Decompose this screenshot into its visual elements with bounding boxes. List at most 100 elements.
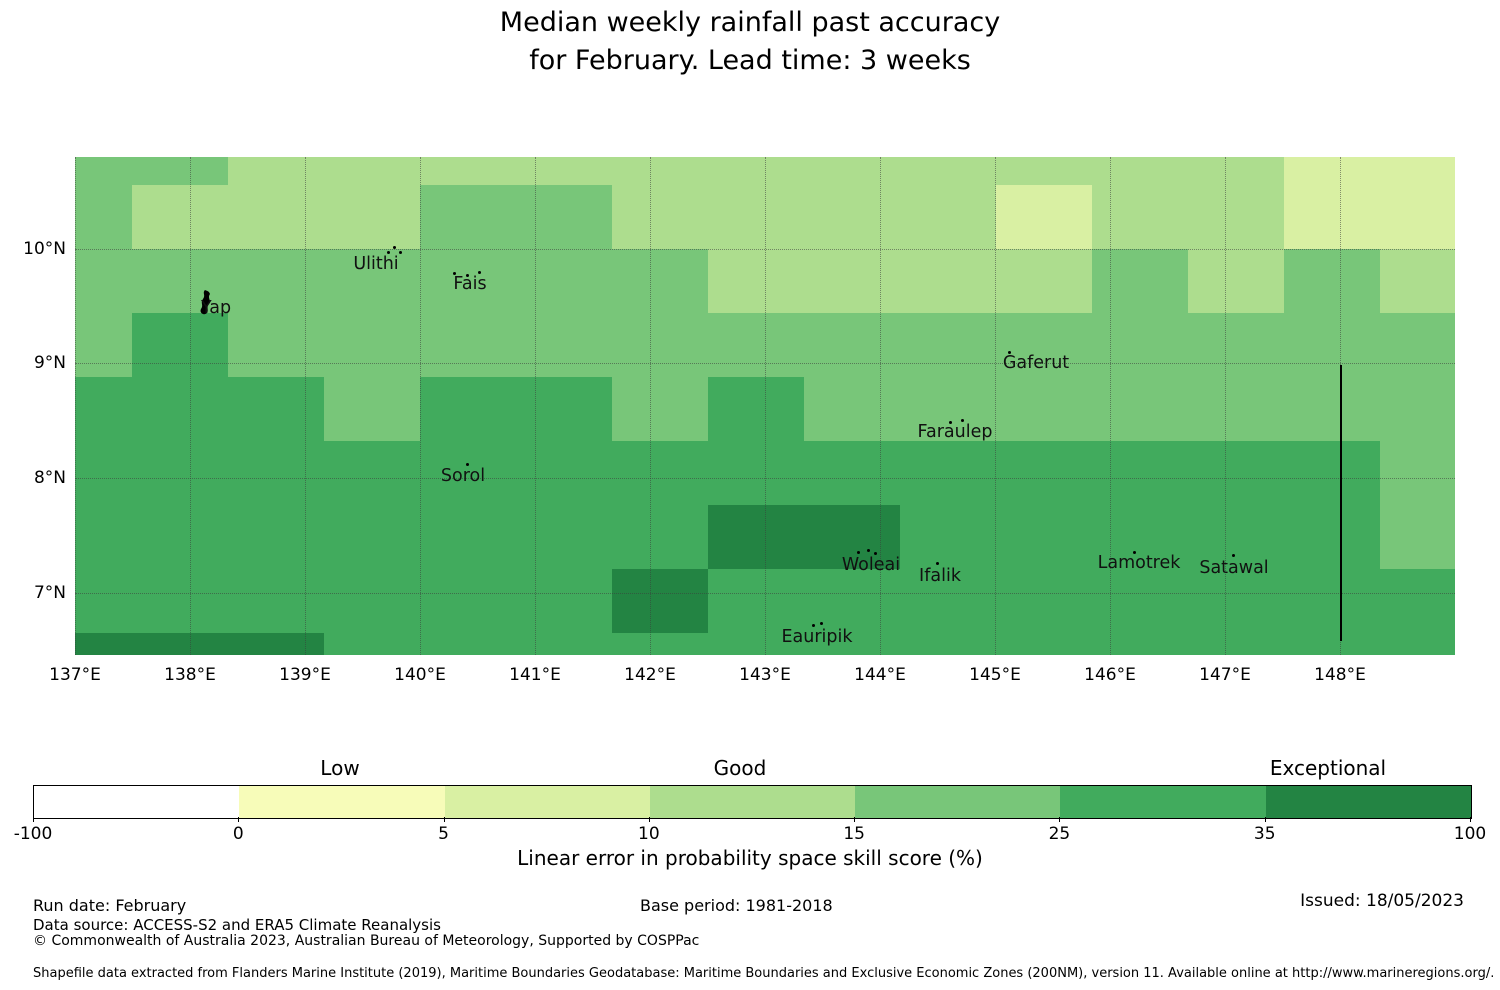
map-cell [420,569,516,633]
colorbar-tick [443,817,445,822]
map-cell [612,505,708,569]
map-cell [324,377,420,441]
map-cell [612,185,708,249]
island-label: Eauripik [781,627,853,647]
y-tick-label: 7°N [33,583,66,603]
colorbar-segment [444,786,650,818]
map-cell [708,185,804,249]
island-marker-dot [812,624,815,627]
map-cell [420,249,516,313]
footer-base-period: Base period: 1981-2018 [640,896,833,915]
map-cell [324,505,420,569]
map-cell [420,185,516,249]
map-cell [228,157,324,185]
map-cell [75,377,132,441]
colorbar-tick-label: 35 [1253,824,1276,844]
map-cell [996,633,1092,655]
map-cell [516,157,612,185]
colorbar-tick [648,817,650,822]
map-cell [612,569,708,633]
map-cell [75,185,132,249]
map-cell [420,505,516,569]
map-cell [324,633,420,655]
colorbar-tick-label: 10 [638,824,660,844]
grid-line-vertical [1225,157,1226,655]
map-cell [228,633,324,655]
grid-line-vertical [75,157,76,655]
map-cell [75,633,132,655]
island-marker-dot [1008,351,1011,354]
map-cell [516,569,612,633]
map-cell [516,377,612,441]
map-cell [612,441,708,505]
island-marker-dot [820,622,823,625]
map-cell [900,249,996,313]
map-cell [708,249,804,313]
map-cell [324,249,420,313]
map-cell [1092,313,1188,377]
grid-line-vertical [765,157,766,655]
map-cell [612,313,708,377]
map-cell [420,633,516,655]
grid-line-vertical [190,157,191,655]
map-cell [900,441,996,505]
x-tick-label: 148°E [1314,665,1366,685]
map-cell [804,441,900,505]
island-marker-dot [1133,551,1136,554]
map-cell [708,377,804,441]
grid-line-vertical [1110,157,1111,655]
map-cell [996,505,1092,569]
map-cell [75,505,132,569]
colorbar-tick-label: 100 [1453,824,1487,844]
colorbar-segment [1060,786,1266,818]
map-cell [1380,157,1455,185]
map-cell [612,377,708,441]
map-cell [1284,569,1380,633]
x-tick-label: 142°E [624,665,676,685]
map-cell [516,249,612,313]
map-cell [708,633,804,655]
map-cell [228,441,324,505]
map-cell [324,569,420,633]
map-cell [1284,633,1380,655]
grid-line-horizontal [75,363,1455,364]
map-cell [1284,185,1380,249]
map-cell [900,569,996,633]
map-cell [804,185,900,249]
eez-boundary-line [1340,365,1342,641]
grid-line-vertical [650,157,651,655]
x-tick-label: 143°E [739,665,791,685]
map-cell [1092,441,1188,505]
footer-shapefile-note: Shapefile data extracted from Flanders M… [33,966,1495,981]
island-label: Faraulep [917,422,993,442]
island-marker-dot [387,251,390,254]
map-cell [516,505,612,569]
island-marker-dot [874,552,877,555]
map-cell [1188,377,1284,441]
island-marker-dot [466,274,469,277]
map-cell [228,505,324,569]
map-cell [996,377,1092,441]
colorbar-tick [854,817,856,822]
y-tick-label: 10°N [23,239,66,259]
map-cell [900,313,996,377]
map-cell [996,185,1092,249]
map-cell [132,633,228,655]
island-marker-dot [1232,554,1235,557]
map-cell [1380,313,1455,377]
map-cell [900,185,996,249]
map-cell [1380,377,1455,441]
colorbar-tick-label: 15 [843,824,865,844]
map-cell [228,185,324,249]
map-area: Ulithi Fais Yap Gaferut Faraulep Sorol Woleai I… [75,157,1455,655]
colorbar-tick-label: -100 [13,824,53,844]
map-cell [1284,313,1380,377]
map-cell [900,505,996,569]
island-label: Yap [200,298,232,318]
colorbar-tick [1059,817,1061,822]
map-cell [900,377,996,441]
map-cell [996,441,1092,505]
map-cell [516,441,612,505]
island-label: Fais [453,274,487,294]
map-cell [708,505,804,569]
